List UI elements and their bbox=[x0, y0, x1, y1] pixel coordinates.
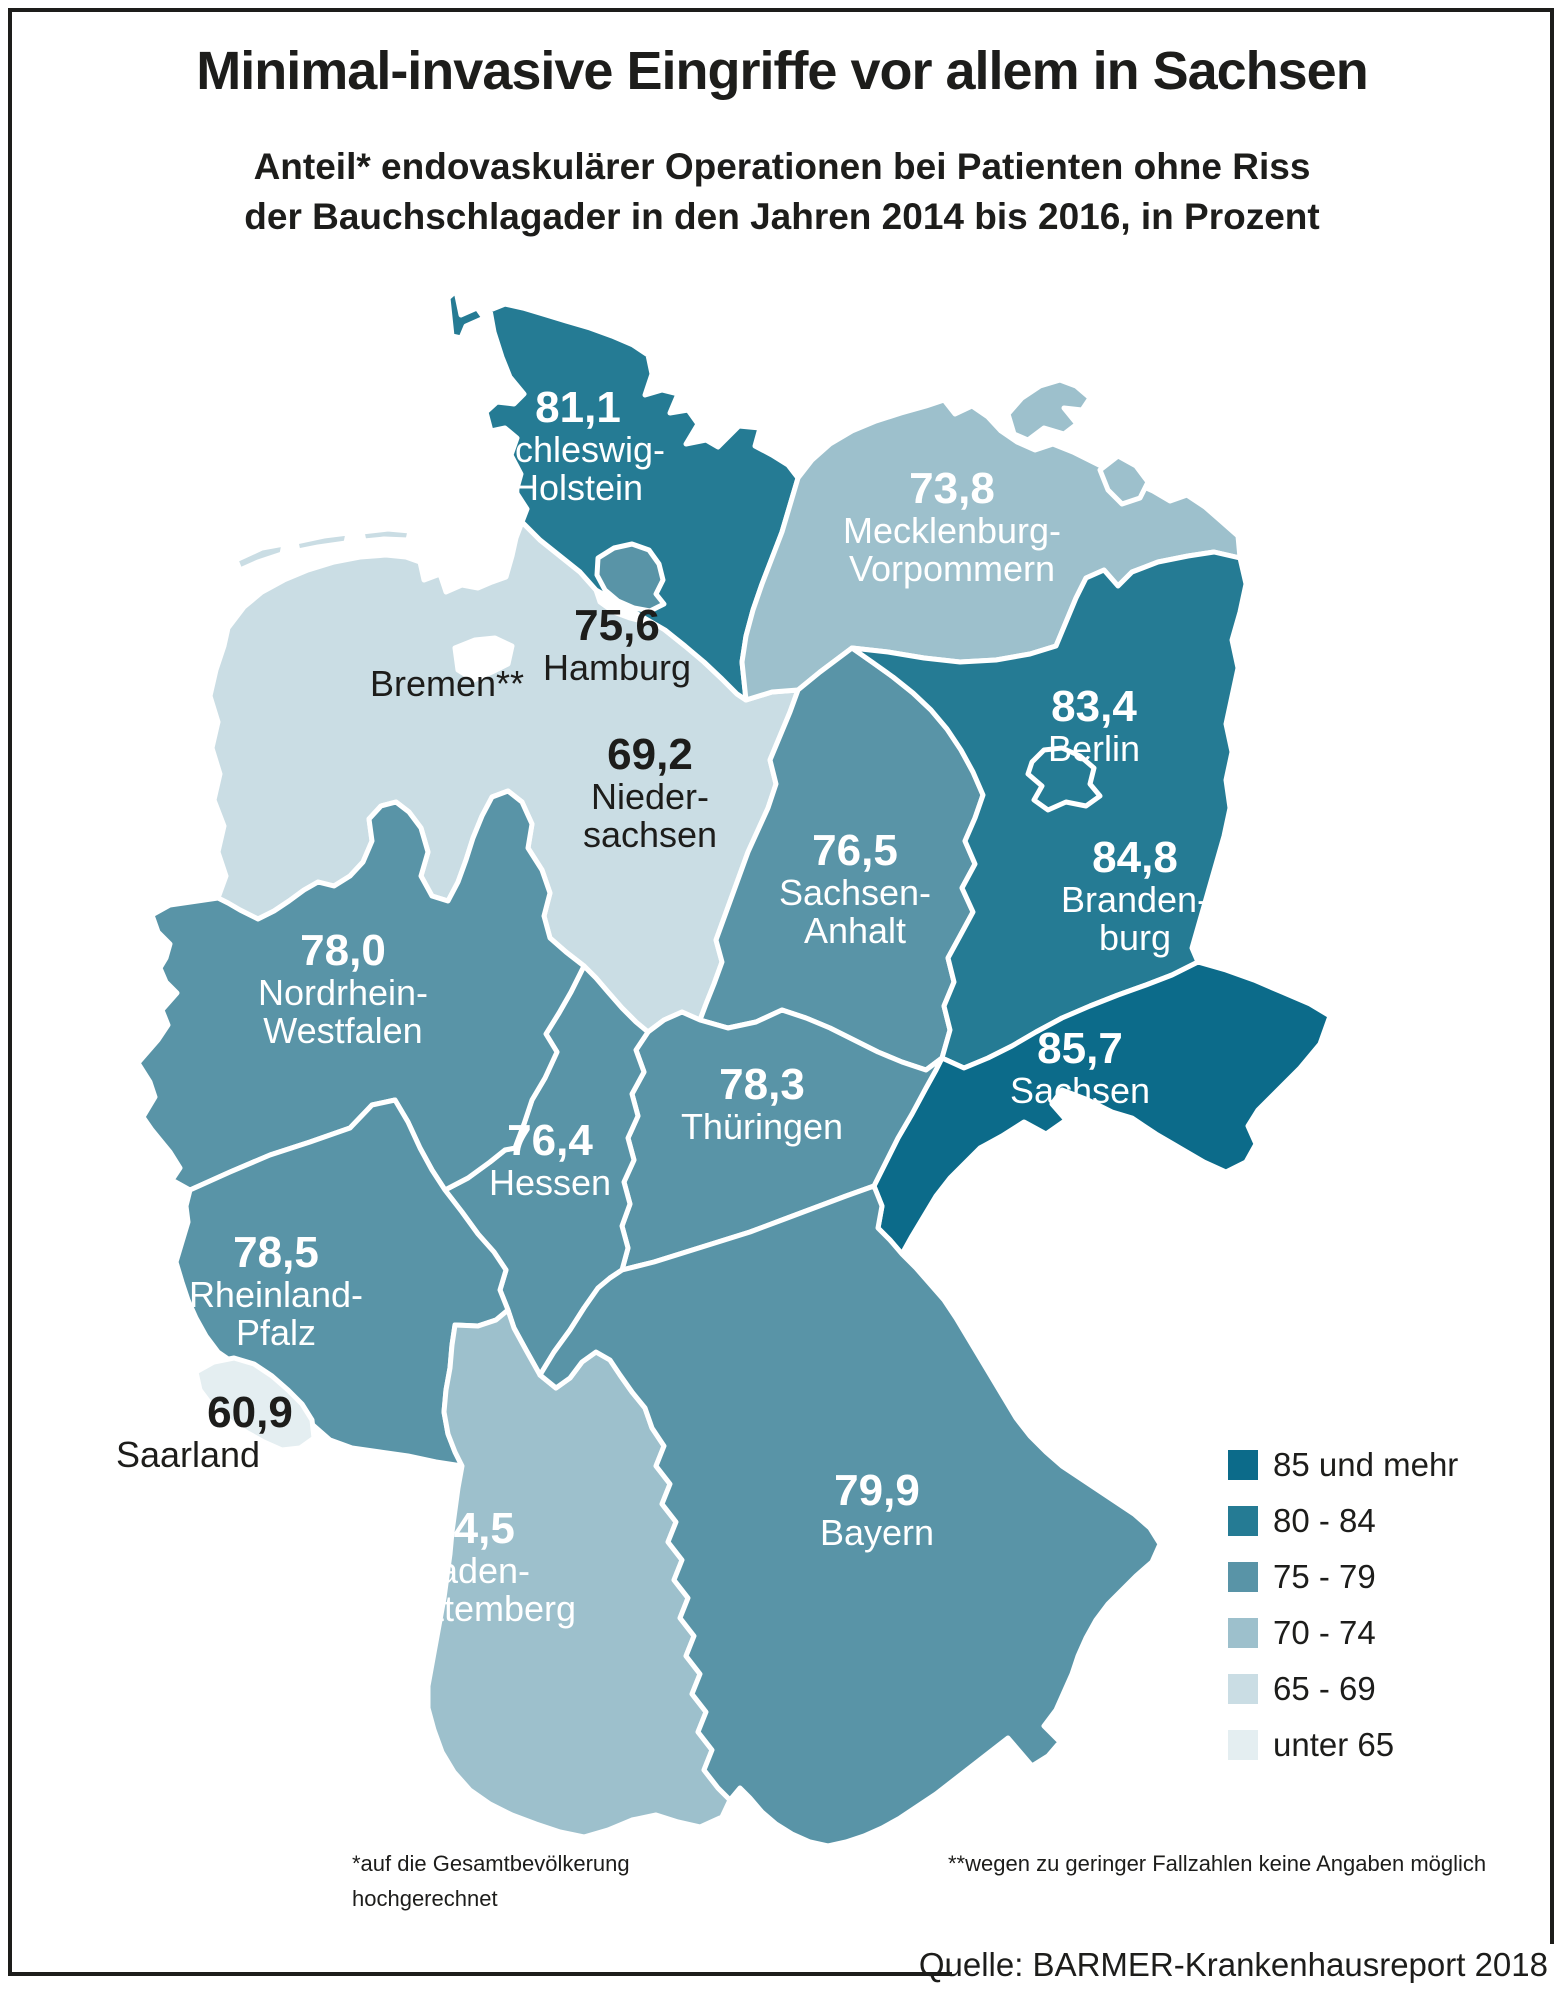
legend-item-unter-65: unter 65 bbox=[1228, 1726, 1458, 1763]
frame-border-top bbox=[8, 8, 1554, 12]
state-hamburg bbox=[594, 541, 667, 614]
page-subtitle: Anteil* endovaskulärer Operationen bei P… bbox=[0, 142, 1564, 242]
label-saarland: 60,9 Saarland bbox=[115, 1388, 293, 1475]
label-schleswig-holstein: 81,1 Schleswig- Holstein bbox=[490, 383, 666, 508]
legend-swatch-65-69 bbox=[1228, 1674, 1258, 1704]
island-niedersachsen-2 bbox=[293, 530, 351, 554]
label-niedersachsen: 69,2 Nieder- sachsen bbox=[582, 730, 718, 855]
state-berlin bbox=[1025, 745, 1103, 813]
legend-item-75-79: 75 - 79 bbox=[1228, 1558, 1458, 1595]
state-bremen bbox=[452, 635, 515, 683]
footnote-1: *auf die Gesamtbevölkerung hochgerechnet bbox=[352, 1846, 630, 1916]
label-bayern: 79,9 Bayern bbox=[819, 1466, 935, 1553]
legend-item-70-74: 70 - 74 bbox=[1228, 1614, 1458, 1651]
label-hessen: 76,4 Hessen bbox=[488, 1116, 612, 1203]
island-niedersachsen-1 bbox=[233, 541, 287, 573]
island-schleswig-holstein-flag bbox=[445, 288, 487, 341]
label-berlin: 83,4 Berlin bbox=[1047, 682, 1141, 769]
island-ruegen bbox=[1005, 377, 1093, 443]
source-credit: Quelle: BARMER-Krankenhausreport 2018 bbox=[918, 1946, 1548, 1983]
state-bayern bbox=[537, 1183, 1163, 1849]
legend-swatch-70-74 bbox=[1228, 1618, 1258, 1648]
legend-label-80-84: 80 - 84 bbox=[1273, 1502, 1376, 1539]
legend-item-85-plus: 85 und mehr bbox=[1228, 1446, 1459, 1483]
legend-swatch-85-plus bbox=[1228, 1450, 1258, 1480]
label-sachsen-anhalt: 76,5 Sachsen- Anhalt bbox=[778, 826, 932, 951]
legend-swatch-80-84 bbox=[1228, 1506, 1258, 1536]
label-rheinland-pfalz: 78,5 Rheinland- Pfalz bbox=[188, 1228, 364, 1353]
legend-label-65-69: 65 - 69 bbox=[1273, 1670, 1376, 1707]
legend-label-75-79: 75 - 79 bbox=[1273, 1558, 1376, 1595]
label-mecklenburg-vorpommern: 73,8 Mecklenburg- Vorpommern bbox=[842, 464, 1062, 589]
legend-label-85-plus: 85 und mehr bbox=[1273, 1446, 1459, 1483]
state-saarland bbox=[193, 1355, 317, 1453]
frame-border-bottom bbox=[8, 1972, 952, 1976]
state-nordrhein-westfalen bbox=[135, 788, 587, 1193]
label-sachsen: 85,7 Sachsen bbox=[1009, 1024, 1151, 1111]
legend-label-70-74: 70 - 74 bbox=[1273, 1614, 1376, 1651]
footnote-1-line-1: *auf die Gesamtbevölkerung bbox=[352, 1851, 630, 1876]
footnote-1-line-2: hochgerechnet bbox=[352, 1886, 498, 1911]
label-hamburg: 75,6 Hamburg bbox=[542, 601, 692, 688]
label-brandenburg: 84,8 Branden- burg bbox=[1060, 833, 1210, 958]
label-thueringen: 78,3 Thüringen bbox=[680, 1060, 844, 1147]
legend-swatch-unter-65 bbox=[1228, 1730, 1258, 1760]
frame-border-right bbox=[1550, 8, 1554, 1944]
label-bremen: Bremen** bbox=[369, 663, 525, 704]
subtitle-line-1: Anteil* endovaskulärer Operationen bei P… bbox=[253, 146, 1311, 187]
legend: 85 und mehr 80 - 84 75 - 79 70 - 74 65 -… bbox=[1228, 1446, 1459, 1786]
subtitle-line-2: der Bauchschlagader in den Jahren 2014 b… bbox=[244, 196, 1320, 237]
frame-border-left bbox=[8, 8, 12, 1976]
label-baden-wuerttemberg: 74,5 Baden- Württemberg bbox=[367, 1504, 577, 1629]
legend-item-65-69: 65 - 69 bbox=[1228, 1670, 1458, 1707]
legend-label-unter-65: unter 65 bbox=[1273, 1726, 1395, 1763]
legend-swatch-75-79 bbox=[1228, 1562, 1258, 1592]
legend-item-80-84: 80 - 84 bbox=[1228, 1502, 1458, 1539]
footnote-2: **wegen zu geringer Fallzahlen keine Ang… bbox=[948, 1851, 1487, 1876]
island-usedom bbox=[1097, 453, 1151, 507]
label-nordrhein-westfalen: 78,0 Nordrhein- Westfalen bbox=[257, 926, 429, 1051]
island-niedersachsen-3 bbox=[359, 526, 413, 544]
page-title: Minimal-invasive Eingriffe vor allem in … bbox=[196, 41, 1368, 101]
